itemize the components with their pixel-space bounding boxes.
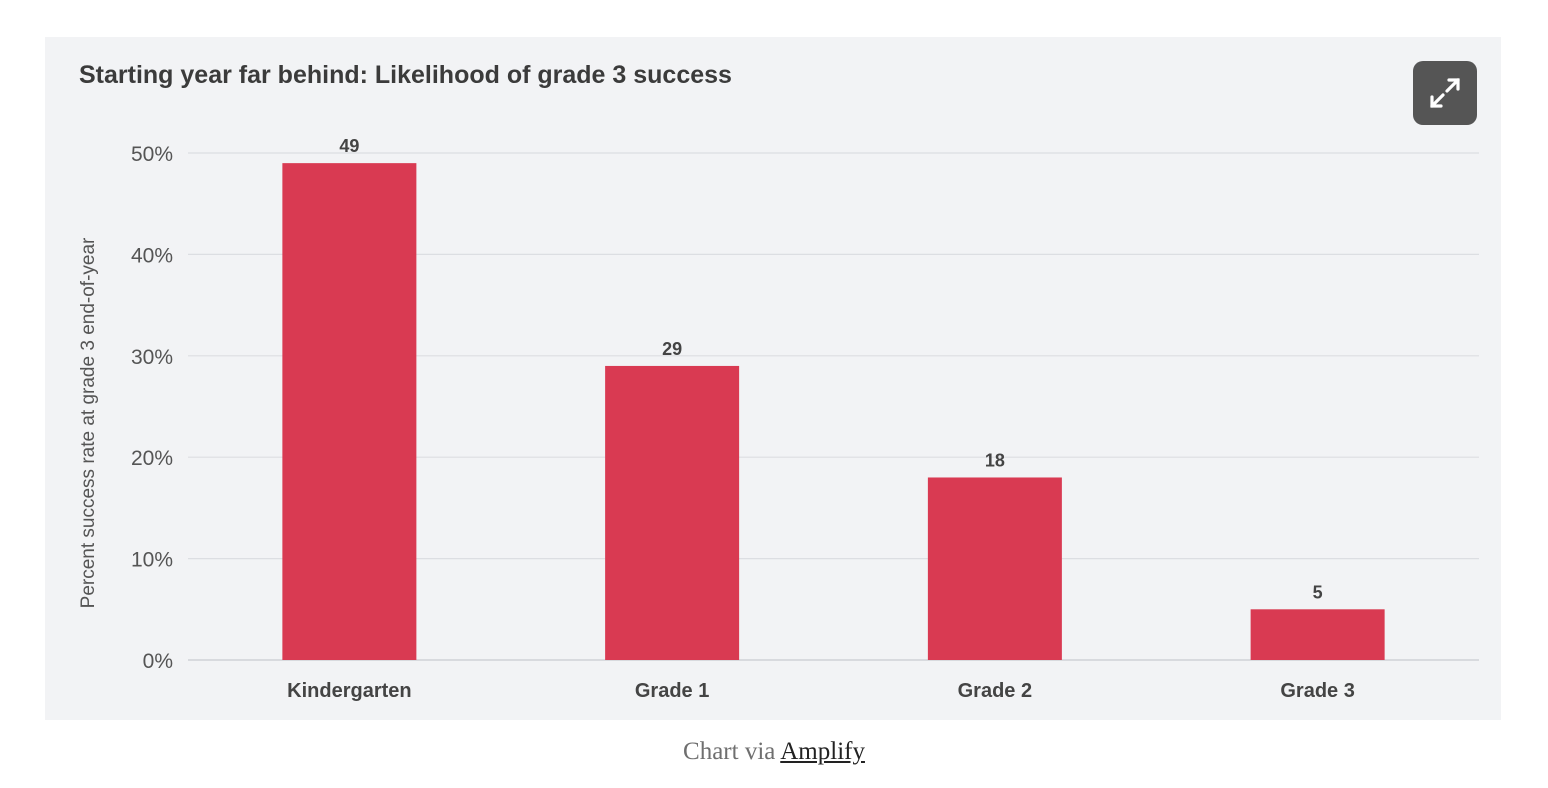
y-tick-label: 0% bbox=[143, 650, 173, 673]
expand-button[interactable] bbox=[1413, 61, 1477, 125]
data-label: 29 bbox=[662, 339, 682, 359]
bar bbox=[605, 365, 740, 660]
x-tick-label: Grade 2 bbox=[958, 680, 1032, 702]
chart-card: Starting year far behind: Likelihood of … bbox=[45, 37, 1501, 720]
y-tick-label: 50% bbox=[131, 143, 173, 166]
bar bbox=[1250, 609, 1385, 660]
amplify-link[interactable]: Amplify bbox=[780, 738, 865, 765]
bar-chart: 0% 10% 20% 30% 40% 50% Percent success rate at… bbox=[78, 136, 1479, 702]
data-label: 49 bbox=[339, 136, 359, 156]
y-tick-label: 40% bbox=[131, 244, 173, 267]
data-label: 18 bbox=[985, 450, 1005, 470]
x-tick-label: Grade 3 bbox=[1280, 680, 1354, 702]
x-tick-label: Grade 1 bbox=[635, 680, 709, 702]
y-axis-label: Percent success rate at grade 3 end-of-y… bbox=[78, 237, 99, 608]
bar bbox=[282, 163, 417, 660]
y-tick-label: 20% bbox=[131, 447, 173, 470]
x-tick-label: Kindergarten bbox=[287, 680, 411, 702]
chart-caption: Chart via Amplify bbox=[0, 738, 1548, 766]
y-tick-label: 30% bbox=[131, 346, 173, 369]
caption-prefix: Chart via bbox=[683, 738, 776, 765]
expand-arrows-icon bbox=[1430, 78, 1460, 108]
bar bbox=[927, 477, 1062, 660]
data-label: 5 bbox=[1313, 582, 1323, 602]
y-tick-label: 10% bbox=[131, 549, 173, 572]
chart-title: Starting year far behind: Likelihood of … bbox=[79, 61, 732, 89]
